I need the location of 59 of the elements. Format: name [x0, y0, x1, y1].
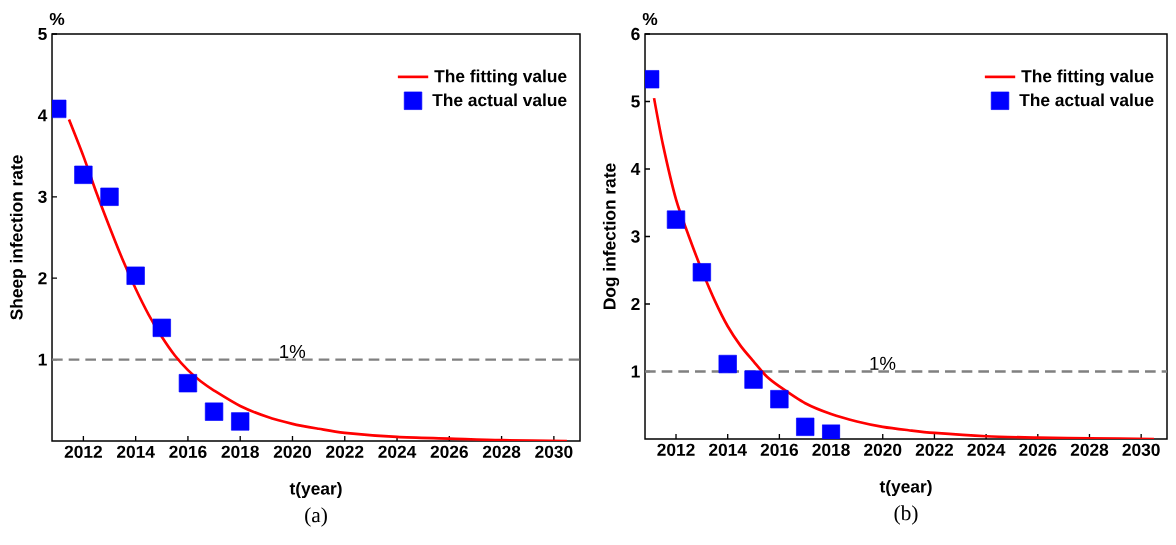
x-tick-label: 2022	[915, 443, 954, 456]
x-axis-title: t(year)	[289, 481, 342, 499]
x-tick-label: 2018	[812, 443, 850, 456]
x-axis-title: t(year)	[879, 479, 932, 497]
point	[744, 370, 763, 389]
x-tick-label: 2024	[967, 443, 1006, 456]
legend-label: The fitting value	[434, 69, 567, 86]
legend-label: The fitting value	[1021, 69, 1154, 86]
x-tick-label: 2012	[657, 443, 695, 456]
y-axis-title: Dog infection rate	[602, 163, 620, 310]
x-tick-label: 2030	[1122, 443, 1160, 456]
ref-line-label: 1%	[870, 356, 896, 370]
y-tick-label: 2	[38, 272, 47, 285]
x-tick-label: 2020	[864, 443, 902, 456]
point	[100, 187, 119, 206]
x-tick-label: 2024	[378, 445, 417, 458]
y-tick-label: 5	[38, 27, 47, 41]
y-tick-label: 2	[631, 297, 640, 311]
y-tick-label: 3	[38, 190, 47, 203]
point	[178, 374, 198, 393]
point	[692, 263, 711, 282]
text: %	[642, 12, 658, 26]
y-tick-label: 4	[37, 109, 48, 122]
point	[204, 402, 224, 421]
x-tick-label: 2014	[116, 445, 155, 458]
x-tick-label: 2028	[1070, 443, 1109, 456]
x-tick-label: 2026	[430, 445, 468, 458]
point	[126, 266, 145, 285]
x-tick-label: 2014	[709, 443, 747, 456]
point	[718, 354, 737, 374]
y-tick-label: 3	[631, 230, 640, 243]
point	[666, 210, 686, 229]
x-tick-label: 2012	[64, 445, 102, 458]
point	[152, 318, 171, 337]
x-tick-label: 2028	[482, 445, 521, 458]
y-tick-label: 6	[631, 27, 640, 41]
x-tick-label: 2016	[169, 445, 207, 458]
text: %	[49, 12, 65, 26]
legend-label: The actual value	[432, 93, 567, 107]
text: (a)	[305, 507, 327, 527]
x-tick-label: 2022	[326, 445, 364, 458]
y-axis-title: Sheep infection rate	[9, 155, 27, 320]
x-tick-label: 2018	[221, 445, 259, 458]
point	[231, 412, 250, 431]
point	[74, 165, 93, 184]
point	[770, 390, 789, 409]
x-tick-label: 2016	[760, 443, 799, 456]
x-tick-label: 2030	[535, 445, 573, 458]
y-tick-label: 4	[630, 163, 641, 175]
legend-label: The actual value	[1019, 93, 1154, 107]
ref-line-label: 1%	[280, 344, 306, 358]
y-tick-label: 1	[631, 365, 640, 378]
y-tick-label: 5	[631, 95, 640, 108]
text: (b)	[894, 505, 918, 525]
point	[796, 417, 815, 436]
line-series	[67, 118, 569, 441]
y-tick-label: 1	[38, 353, 47, 366]
x-tick-label: 2026	[1019, 443, 1057, 456]
x-tick-label: 2020	[273, 445, 312, 458]
